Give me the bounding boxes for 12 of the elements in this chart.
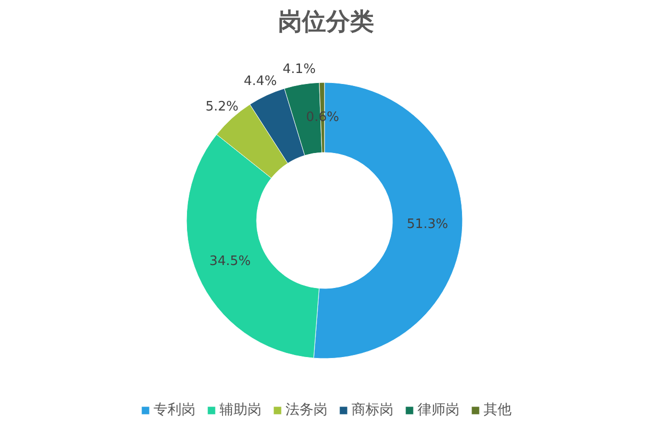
data-label: 51.3% bbox=[406, 217, 448, 232]
legend-label: 辅助岗 bbox=[220, 401, 262, 419]
data-label: 34.5% bbox=[209, 254, 251, 270]
legend-label: 法务岗 bbox=[286, 401, 328, 419]
legend-label: 其他 bbox=[484, 401, 512, 419]
data-label: 4.1% bbox=[282, 62, 316, 78]
legend-label: 专利岗 bbox=[154, 401, 196, 419]
legend-label: 商标岗 bbox=[352, 401, 394, 419]
data-label: 5.2% bbox=[205, 99, 238, 114]
chart-title: 岗位分类 bbox=[278, 8, 374, 36]
legend-label: 律师岗 bbox=[418, 401, 460, 419]
data-label: 4.4% bbox=[244, 74, 277, 90]
